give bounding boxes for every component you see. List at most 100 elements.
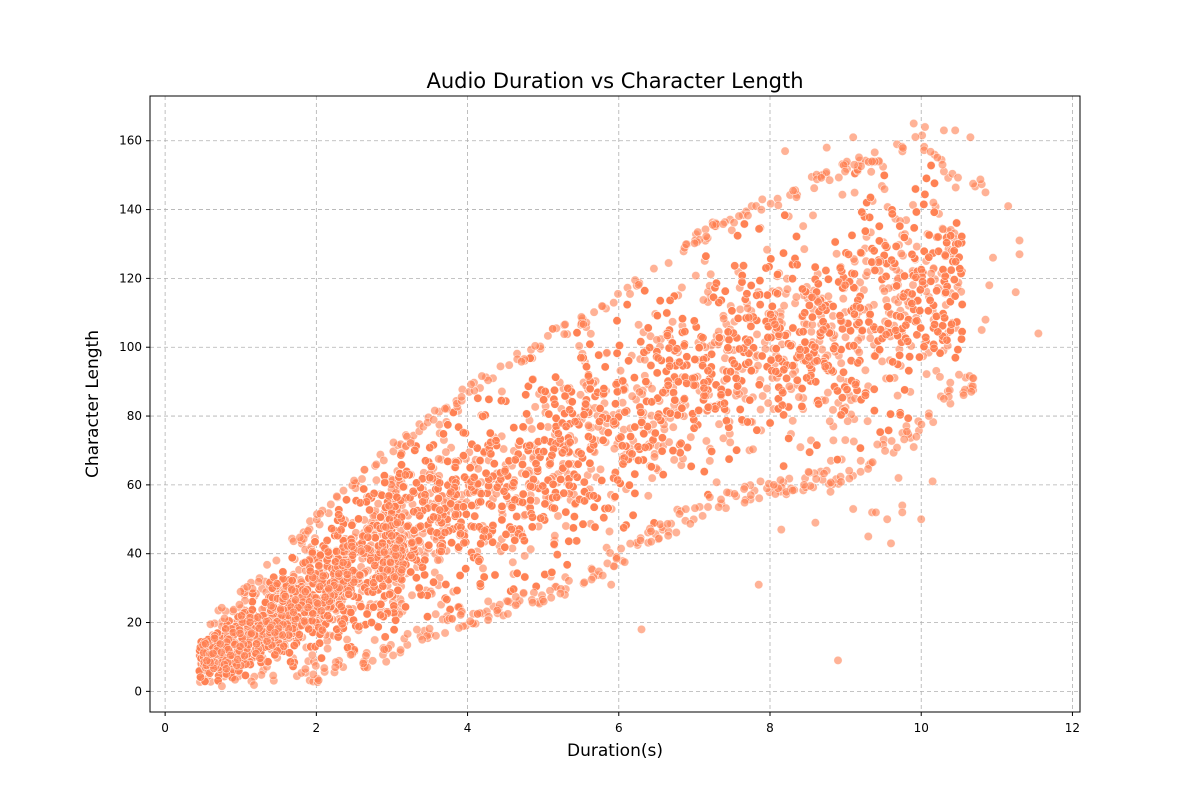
data-point [840, 332, 850, 342]
data-point [922, 369, 932, 379]
data-point [714, 419, 724, 429]
data-point [507, 543, 517, 553]
data-point [938, 224, 948, 234]
data-point [701, 436, 711, 446]
data-point [756, 405, 766, 415]
data-point [855, 277, 865, 287]
data-point [843, 416, 853, 426]
data-point [371, 475, 381, 485]
data-point [836, 358, 846, 368]
data-point [323, 644, 333, 654]
data-point [926, 268, 936, 278]
data-point [832, 249, 842, 259]
data-point [431, 609, 441, 619]
data-point [807, 320, 817, 330]
data-point [615, 366, 625, 376]
data-point [719, 314, 729, 324]
data-point [526, 544, 536, 554]
data-point [896, 249, 906, 259]
data-point [307, 650, 317, 660]
data-point [575, 390, 585, 400]
data-point [718, 433, 728, 443]
data-point [508, 557, 518, 567]
data-point [863, 416, 873, 426]
data-point [574, 341, 584, 351]
data-point [436, 600, 446, 610]
data-point [784, 381, 794, 391]
data-point [647, 473, 657, 483]
data-point [668, 317, 678, 327]
data-point [434, 454, 444, 464]
data-point [823, 291, 833, 301]
data-point [604, 526, 614, 536]
data-point [860, 365, 870, 375]
data-point [912, 242, 922, 252]
data-point [725, 437, 735, 447]
data-point [788, 416, 798, 426]
data-point [762, 245, 772, 255]
data-point [627, 391, 637, 401]
data-point [763, 398, 773, 408]
data-points [194, 119, 1043, 691]
data-point [795, 442, 805, 452]
data-point [373, 499, 383, 509]
data-point [649, 452, 659, 462]
data-point [602, 348, 612, 358]
data-point [935, 372, 945, 382]
data-point [849, 436, 859, 446]
data-point [691, 271, 701, 281]
data-point [586, 329, 596, 339]
data-point [530, 402, 540, 412]
data-point [609, 444, 619, 454]
data-point [583, 420, 593, 430]
data-point [825, 416, 835, 426]
data-point [799, 244, 809, 254]
data-point [478, 563, 488, 573]
data-point [838, 294, 848, 304]
data-point [527, 424, 537, 434]
data-point [862, 267, 872, 277]
data-point [686, 432, 696, 442]
data-point [705, 456, 715, 466]
data-point [668, 422, 678, 432]
data-point [635, 387, 645, 397]
data-point [823, 388, 833, 398]
data-point [791, 292, 801, 302]
data-point [782, 284, 792, 294]
data-point [595, 464, 605, 474]
data-point [928, 198, 938, 208]
data-point [840, 435, 850, 445]
data-point [706, 269, 716, 279]
data-point [808, 210, 818, 220]
data-point [752, 329, 762, 339]
data-point [433, 555, 443, 565]
data-point [866, 167, 876, 177]
data-point [698, 295, 708, 305]
data-point [762, 383, 772, 393]
data-point [677, 282, 687, 292]
data-point [779, 301, 789, 311]
data-point [908, 280, 918, 290]
data-point [850, 188, 860, 198]
data-point [865, 333, 875, 343]
data-point [553, 511, 563, 521]
data-point [664, 437, 674, 447]
data-point [879, 286, 889, 296]
data-point [753, 361, 763, 371]
data-point [370, 635, 380, 645]
data-point [550, 531, 560, 541]
data-point [945, 378, 955, 388]
data-point [893, 391, 903, 401]
data-point [497, 386, 507, 396]
data-point [441, 447, 451, 457]
data-point [879, 184, 889, 194]
data-point [712, 477, 722, 487]
data-point [794, 392, 804, 402]
data-point [735, 304, 745, 314]
data-point [828, 405, 838, 415]
data-point [758, 391, 768, 401]
data-point [837, 190, 847, 200]
data-point [877, 356, 887, 366]
